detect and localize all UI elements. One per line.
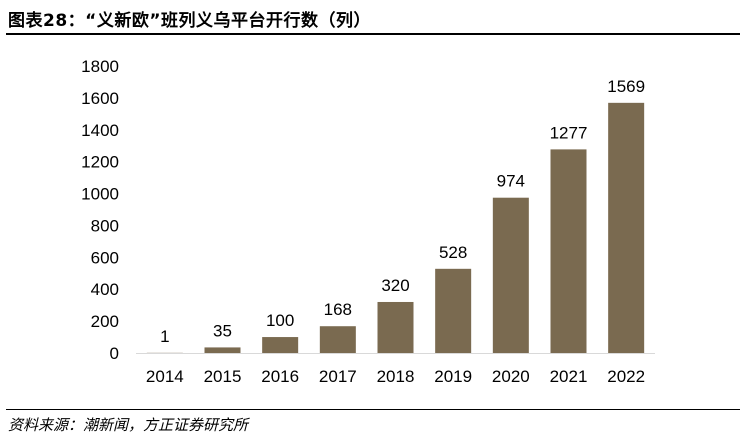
y-tick-label: 1400 [81, 121, 119, 140]
figure-title: 图表28：“义新欧”班列义乌平台开行数（列） [8, 11, 372, 31]
x-tick-label: 2016 [261, 367, 299, 386]
x-tick-label: 2014 [146, 367, 184, 386]
bar-series [146, 102, 645, 353]
y-tick-label: 0 [110, 344, 119, 363]
x-axis: 2014 2015 2016 2017 2018 2019 2020 2021 2022 [146, 367, 645, 386]
bar-2016 [262, 337, 299, 353]
x-tick-label: 2020 [492, 367, 530, 386]
x-tick-label: 2019 [434, 367, 472, 386]
x-tick-label: 2022 [607, 367, 645, 386]
y-tick-label: 400 [91, 280, 119, 299]
data-label-2015: 35 [213, 321, 232, 340]
x-tick-label: 2017 [319, 367, 357, 386]
x-tick-label: 2021 [550, 367, 588, 386]
y-axis: 0 200 400 600 800 1000 1200 1400 1600 1800 [81, 57, 119, 363]
bar-2022 [608, 102, 645, 353]
data-label-2018: 320 [381, 276, 409, 295]
y-tick-label: 1800 [81, 57, 119, 76]
y-tick-label: 800 [91, 216, 119, 235]
data-labels: 1 35 100 168 320 528 974 1277 1569 [160, 77, 645, 346]
y-tick-label: 1000 [81, 185, 119, 204]
y-tick-label: 1600 [81, 89, 119, 108]
data-label-2021: 1277 [550, 123, 588, 142]
title-rule [6, 33, 740, 35]
data-label-2014: 1 [160, 327, 169, 346]
y-tick-label: 200 [91, 312, 119, 331]
bar-2021 [550, 149, 587, 353]
bar-2015 [204, 347, 241, 353]
data-label-2019: 528 [439, 243, 467, 262]
bar-2020 [492, 197, 529, 353]
x-tick-label: 2018 [377, 367, 415, 386]
bar-2017 [319, 326, 356, 353]
data-label-2017: 168 [324, 300, 352, 319]
y-tick-label: 1200 [81, 153, 119, 172]
data-label-2022: 1569 [607, 77, 645, 96]
source-note: 资料来源：潮新闻，方正证券研究所 [8, 416, 249, 434]
x-tick-label: 2015 [204, 367, 242, 386]
y-tick-label: 600 [91, 248, 119, 267]
bar-2019 [435, 268, 472, 353]
data-label-2020: 974 [497, 172, 525, 191]
bar-2018 [377, 301, 414, 353]
source-rule [6, 409, 740, 410]
data-label-2016: 100 [266, 311, 294, 330]
